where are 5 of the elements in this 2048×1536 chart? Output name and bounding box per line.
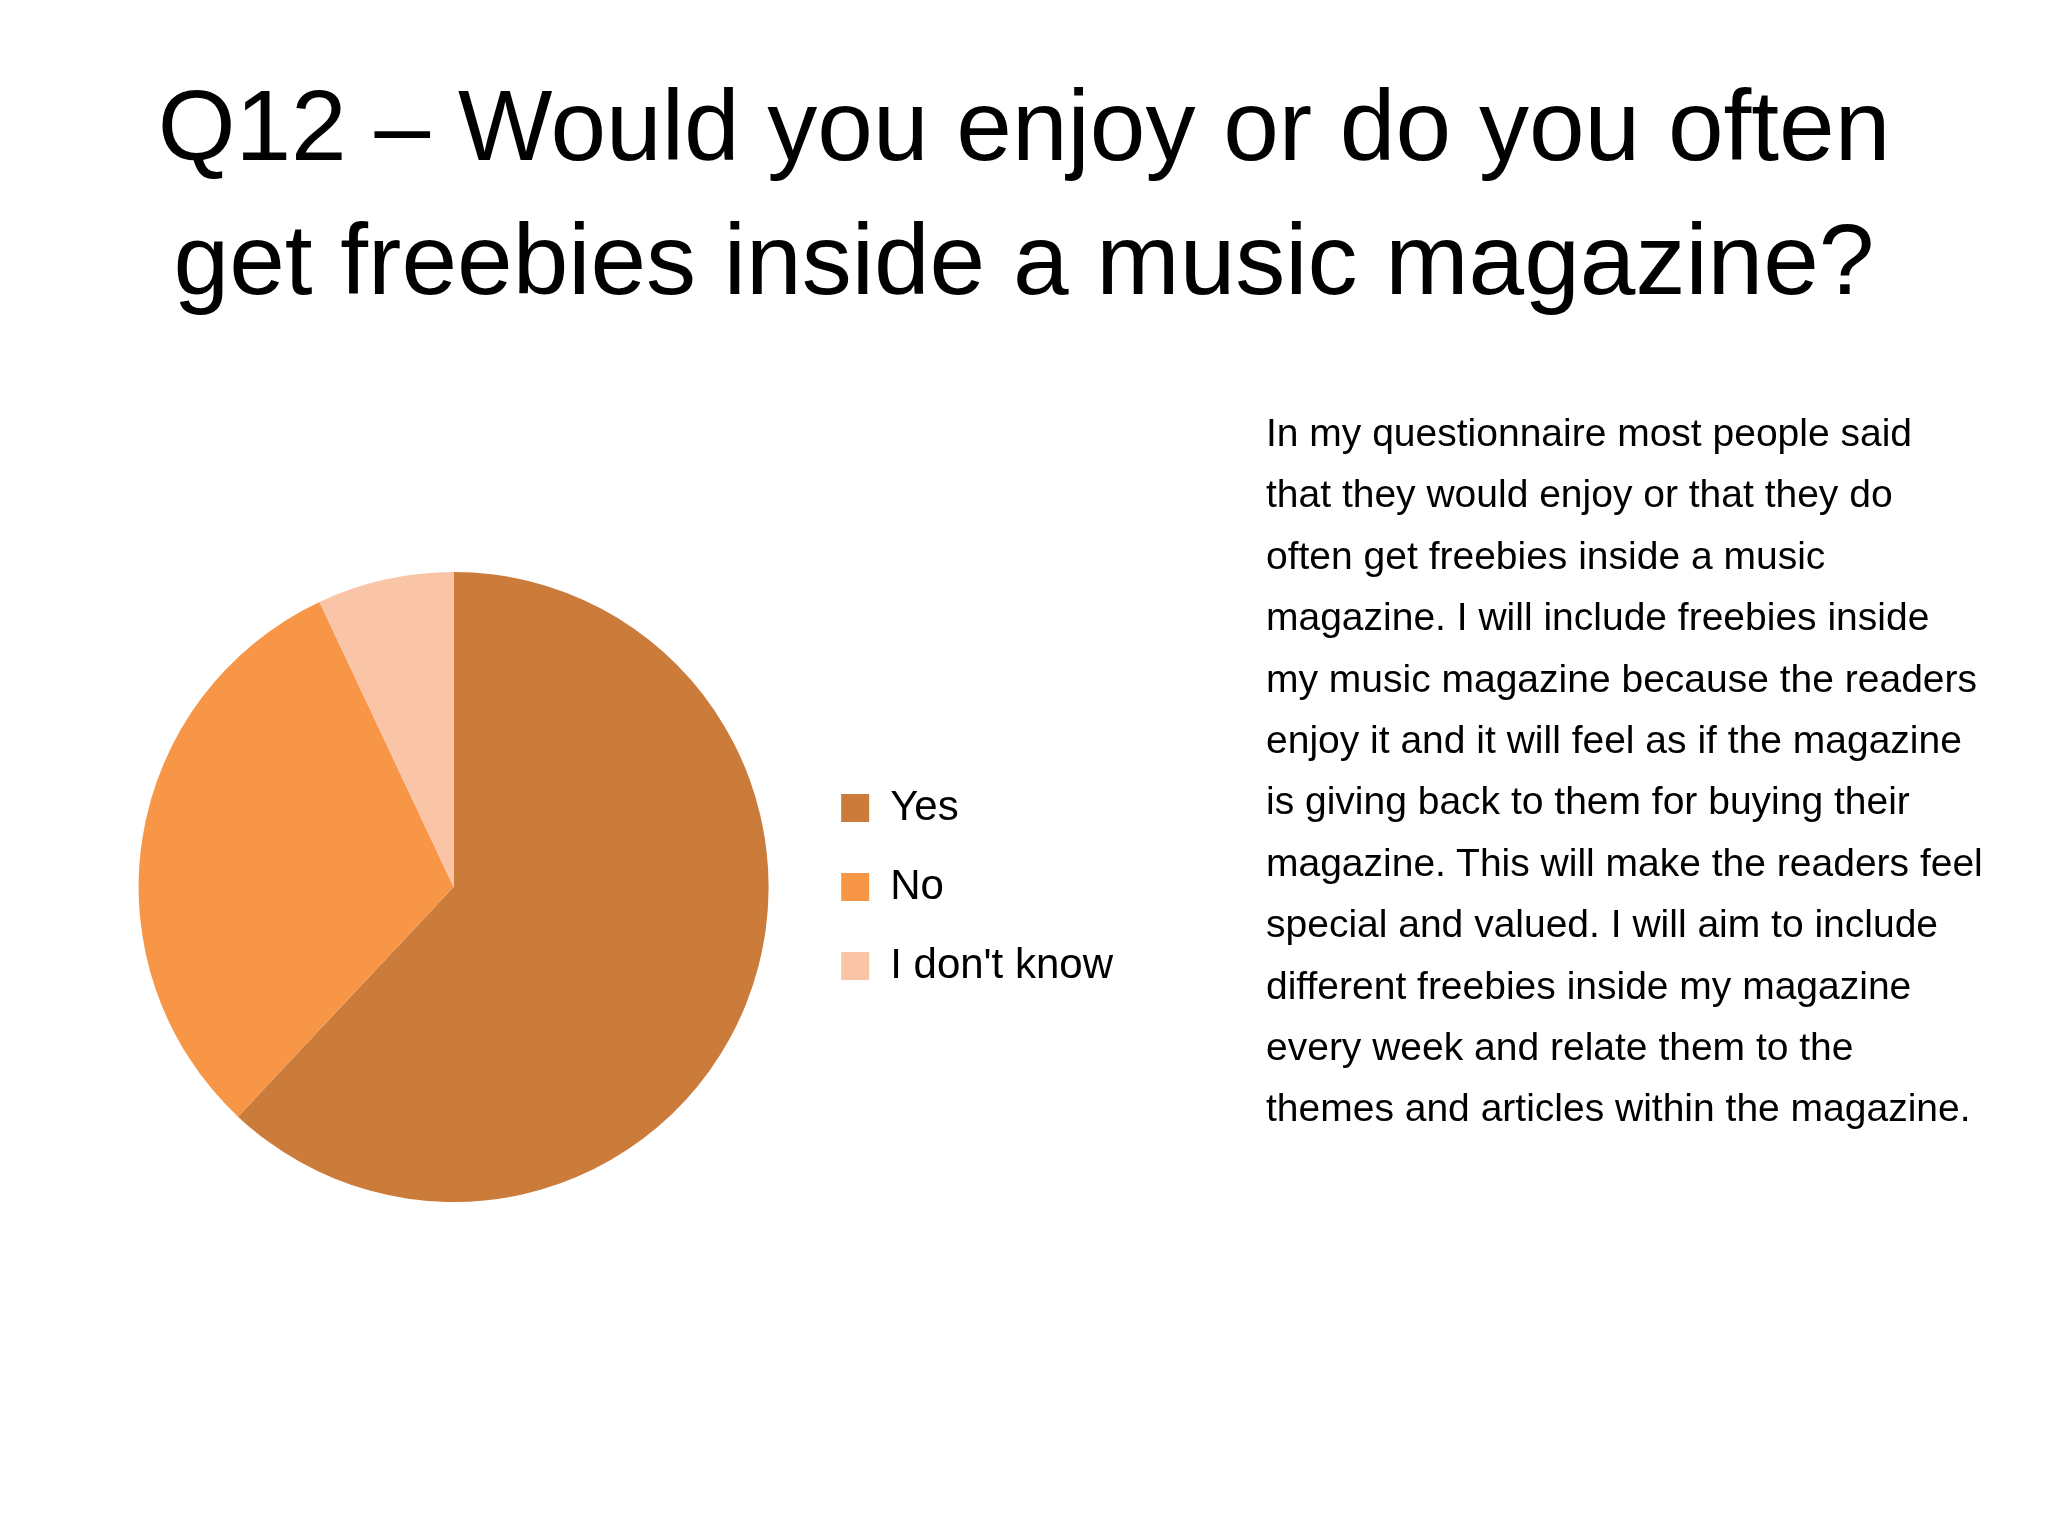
legend-label: No [890,860,944,908]
legend-label: I don't know [890,939,1114,987]
chart-title: Q12 – Would you enjoy or do you often get freebies inside a music magazine? [156,68,1892,317]
legend-label: Yes [890,781,959,829]
text: In my questionnaire most people said that they would enjoy or that they do often get freebies inside a music magazine. I will include freebies inside my music magazine because the readers enjoy it and it will feel as if the magazine is giving back to them for buying their magazine. This will make the readers feel special and valued. I will aim to include different freebies inside my magazine every week and relate them to the themes and articles within the magazine. [1266,411,1983,1130]
